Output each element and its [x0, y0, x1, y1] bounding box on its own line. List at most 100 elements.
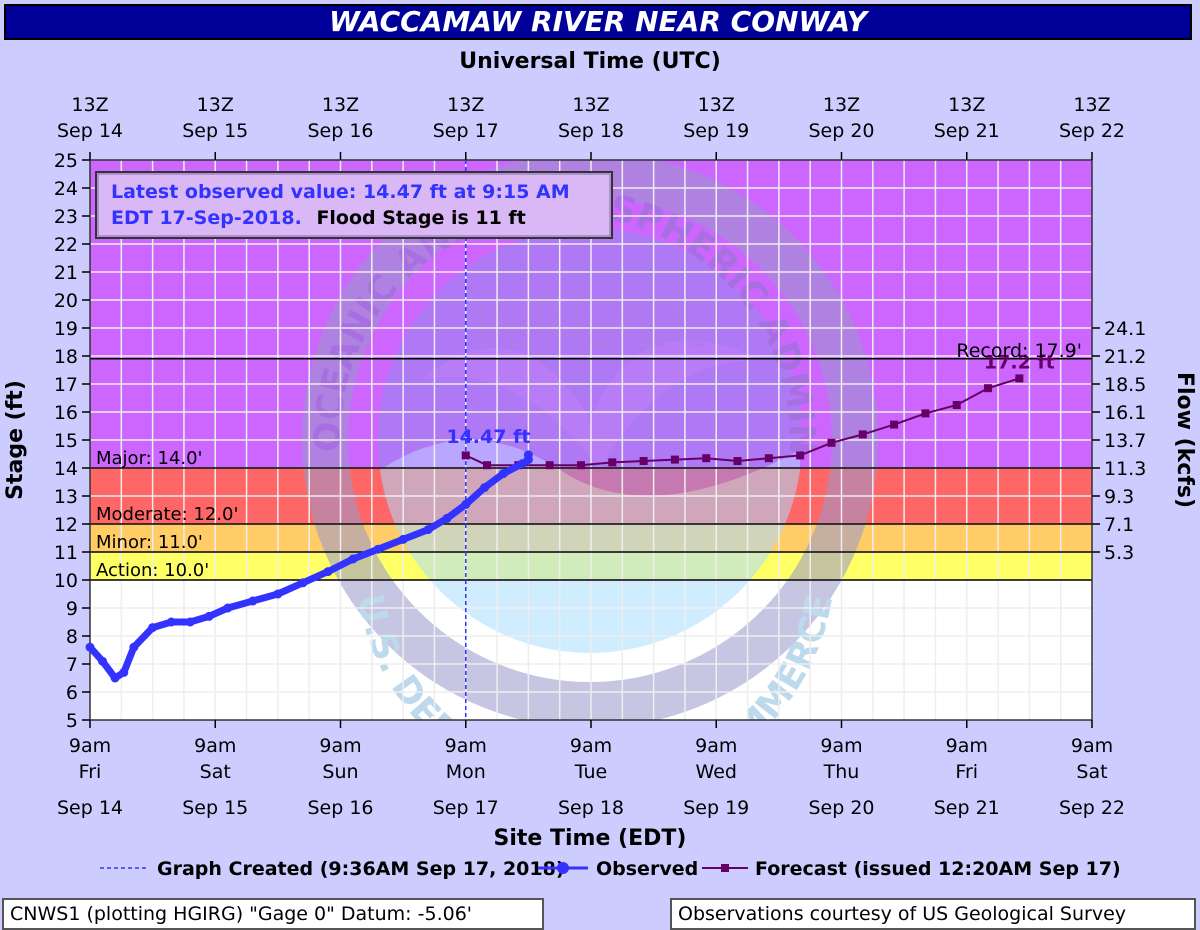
- stage-tick-label-16: 21: [54, 262, 78, 284]
- forecast-point-18: [1015, 374, 1024, 383]
- flow-axis: 5.3 7.1 9.3 11.3 13.7 16.1 18.5 21.2 24.1: [1092, 318, 1146, 564]
- forecast-point-13: [858, 430, 867, 439]
- edt-tick-time-8: 9am: [1071, 735, 1113, 757]
- forecast-point-14: [890, 420, 899, 429]
- forecast-point-1: [483, 461, 492, 470]
- observed-point-15: [373, 544, 383, 554]
- forecast-point-0: [461, 451, 470, 460]
- watermark-noaa-text: NOAA: [475, 278, 706, 362]
- utc-axis: 13Z Sep 14 13Z Sep 15 13Z Sep 16 13Z Sep 17 13Z S…: [57, 94, 1125, 160]
- stage-tick-label-15: 20: [54, 290, 78, 312]
- stage-tick-label-6: 11: [54, 542, 78, 564]
- edt-tick-day-0: Fri: [79, 761, 102, 783]
- legend: Graph Created (9:36AM Sep 17, 2018) Obse…: [100, 858, 1121, 880]
- utc-tick-date-2: Sep 16: [307, 120, 373, 142]
- edt-tick-time-7: 9am: [946, 735, 988, 757]
- stage-tick-label-20: 25: [54, 150, 78, 172]
- observed-point-17: [423, 525, 433, 535]
- forecast-point-16: [952, 401, 961, 409]
- observed-point-16: [398, 534, 408, 544]
- flow-tick-label-4: 13.7: [1104, 430, 1146, 452]
- flow-tick-label-7: 21.2: [1104, 346, 1146, 368]
- utc-tick-date-3: Sep 17: [433, 120, 499, 142]
- observed-point-20: [480, 483, 490, 493]
- edt-tick-date-1: Sep 15: [182, 797, 248, 819]
- stage-tick-label-11: 16: [54, 402, 78, 424]
- forecast-series: [461, 374, 1024, 470]
- legend-forecast-marker: [721, 864, 729, 872]
- edt-tick-time-2: 9am: [319, 735, 361, 757]
- flow-tick-label-3: 11.3: [1104, 458, 1146, 480]
- observed-point-9: [223, 603, 233, 613]
- flood-category-labels: Action: 10.0' Minor: 11.0' Moderate: 12.0'…: [96, 448, 238, 581]
- forecast-point-15: [921, 409, 930, 418]
- observed-point-5: [148, 623, 158, 633]
- grid-lines: [90, 160, 1092, 720]
- stage-tick-label-12: 17: [54, 374, 78, 396]
- forecast-peak-label: 17.2 ft: [984, 351, 1055, 373]
- stage-tick-label-13: 18: [54, 346, 78, 368]
- observed-point-7: [185, 617, 195, 627]
- forecast-point-4: [576, 461, 585, 470]
- forecast-point-9: [733, 457, 742, 465]
- observed-point-2: [110, 673, 120, 683]
- stage-tick-label-18: 23: [54, 206, 78, 228]
- edt-tick-time-1: 9am: [194, 735, 236, 757]
- edt-tick-date-0: Sep 14: [57, 797, 123, 819]
- utc-tick-date-0: Sep 14: [57, 120, 123, 142]
- stage-tick-label-0: 5: [66, 710, 78, 732]
- edt-tick-date-4: Sep 18: [558, 797, 624, 819]
- edt-tick-date-8: Sep 22: [1059, 797, 1125, 819]
- stage-tick-label-4: 9: [66, 598, 78, 620]
- stage-tick-label-8: 13: [54, 486, 78, 508]
- observed-point-21: [498, 469, 508, 479]
- stage-tick-label-9: 14: [54, 458, 78, 480]
- observed-point-19: [461, 499, 471, 509]
- watermark-water: [380, 440, 800, 653]
- observed-point-3: [119, 667, 129, 677]
- forecast-point-7: [670, 455, 679, 464]
- stage-tick-label-14: 19: [54, 318, 78, 340]
- stage-tick-label-5: 10: [54, 570, 78, 592]
- edt-tick-time-4: 9am: [570, 735, 612, 757]
- utc-tick-hour-5: 13Z: [698, 94, 735, 116]
- latest-observation-line2: EDT 17-Sep-2018.: [111, 207, 302, 229]
- stage-tick-label-7: 12: [54, 514, 78, 536]
- legend-observed-label: Observed: [596, 858, 698, 880]
- flow-tick-label-2: 9.3: [1104, 486, 1134, 508]
- edt-tick-time-0: 9am: [69, 735, 111, 757]
- stage-tick-label-10: 15: [54, 430, 78, 452]
- latest-observation-line1: Latest observed value: 14.47 ft at 9:15 …: [111, 181, 570, 203]
- stage-tick-label-1: 6: [66, 682, 78, 704]
- utc-tick-hour-1: 13Z: [197, 94, 234, 116]
- edt-tick-day-6: Thu: [823, 761, 860, 783]
- utc-tick-hour-2: 13Z: [322, 94, 359, 116]
- edt-tick-day-8: Sat: [1076, 761, 1107, 783]
- observed-point-8: [204, 611, 214, 621]
- top-axis-title: Universal Time (UTC): [459, 49, 721, 74]
- utc-tick-hour-4: 13Z: [572, 94, 609, 116]
- observed-point-6: [166, 617, 176, 627]
- utc-tick-hour-8: 13Z: [1073, 94, 1110, 116]
- band-label-1: Minor: 11.0': [96, 532, 203, 553]
- flow-axis-title: Flow (kcfs): [1172, 372, 1197, 508]
- legend-created-label: Graph Created (9:36AM Sep 17, 2018): [157, 858, 565, 880]
- band-label-0: Action: 10.0': [96, 560, 209, 581]
- flow-tick-label-1: 7.1: [1104, 514, 1134, 536]
- observed-point-13: [323, 567, 333, 577]
- edt-tick-day-2: Sun: [322, 761, 358, 783]
- stage-tick-label-17: 22: [54, 234, 78, 256]
- forecast-point-10: [764, 454, 773, 463]
- utc-tick-hour-3: 13Z: [447, 94, 484, 116]
- utc-tick-date-7: Sep 21: [934, 120, 1000, 142]
- edt-tick-day-1: Sat: [200, 761, 231, 783]
- utc-tick-hour-0: 13Z: [71, 94, 108, 116]
- forecast-point-11: [796, 451, 805, 460]
- flood-stage-note: Flood Stage is 11 ft: [316, 207, 525, 229]
- edt-tick-date-3: Sep 17: [433, 797, 499, 819]
- edt-tick-date-5: Sep 19: [683, 797, 749, 819]
- observed-point-12: [298, 578, 308, 588]
- forecast-point-12: [827, 438, 836, 447]
- observed-point-0: [85, 642, 95, 652]
- edt-tick-day-3: Mon: [446, 761, 486, 783]
